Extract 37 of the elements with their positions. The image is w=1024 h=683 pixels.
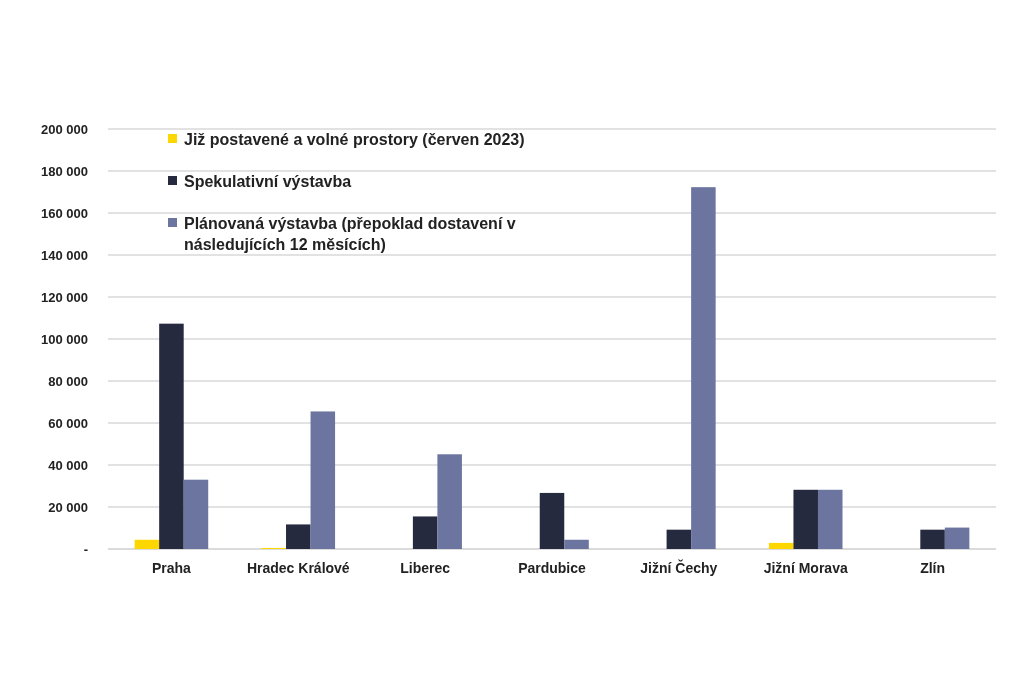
x-tick-label: Jižní Morava — [763, 560, 848, 576]
y-tick-label: 40 000 — [48, 457, 88, 473]
x-tick-label: Praha — [151, 560, 192, 576]
bar — [817, 489, 843, 549]
bar — [564, 539, 589, 549]
bar — [768, 542, 794, 549]
x-tick-label: Zlín — [920, 560, 946, 576]
x-tick-label: Hradec Králové — [246, 560, 350, 576]
bar — [412, 516, 438, 549]
bar — [310, 411, 336, 549]
bar — [944, 527, 970, 549]
y-tick-label: 180 000 — [41, 163, 88, 179]
y-tick-label: 60 000 — [48, 415, 88, 431]
bar — [793, 489, 818, 549]
y-tick-label: 100 000 — [41, 331, 88, 347]
y-tick-label: 200 000 — [41, 121, 88, 137]
x-tick-label: Pardubice — [518, 560, 587, 576]
bar — [666, 529, 692, 549]
x-tick-label: Liberec — [400, 560, 451, 576]
legend-label: Již postavené a volné prostory (červen 2023) — [184, 130, 525, 148]
y-tick-label: - — [83, 541, 88, 557]
bar — [539, 492, 565, 549]
bar — [691, 187, 716, 549]
bar — [920, 529, 945, 549]
legend-label: Spekulativní výstavba — [184, 172, 352, 190]
y-tick-label: 120 000 — [41, 289, 88, 305]
y-tick-label: 80 000 — [48, 373, 88, 389]
bar — [286, 524, 311, 549]
bar — [183, 479, 209, 549]
legend-label: Plánovaná výstavba (přepoklad dostavení v následujících 12 měsících) — [184, 214, 516, 254]
y-tick-label: 140 000 — [41, 247, 88, 263]
bar — [437, 454, 462, 549]
y-tick-label: 20 000 — [48, 499, 88, 515]
bar — [159, 323, 184, 549]
bar — [134, 539, 160, 549]
y-tick-label: 160 000 — [41, 205, 88, 221]
x-tick-label: Jižní Čechy — [640, 559, 718, 576]
